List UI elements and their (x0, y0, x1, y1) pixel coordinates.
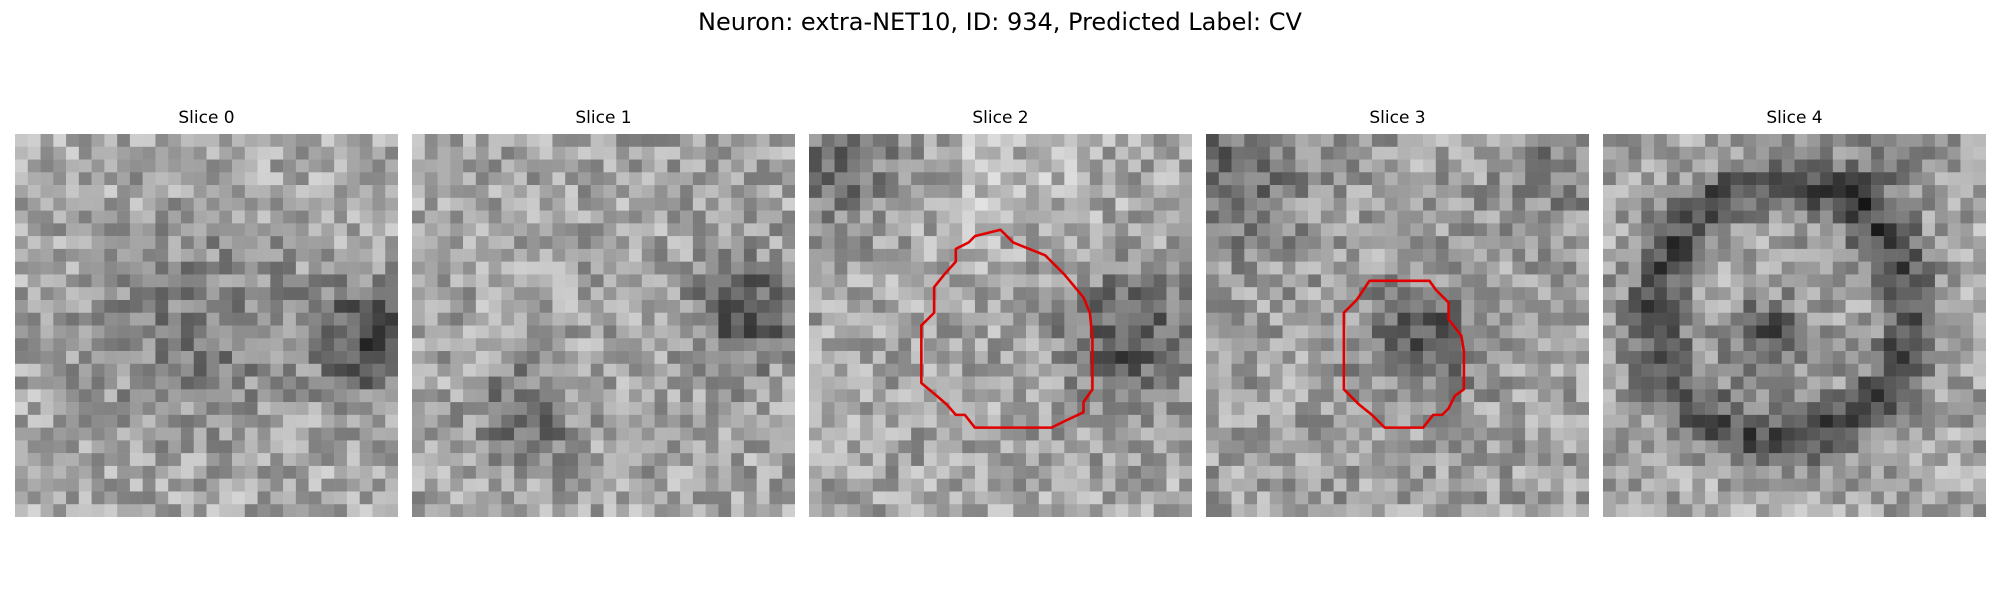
slice-image-2 (809, 134, 1192, 517)
slice-title-1: Slice 1 (575, 108, 632, 128)
slice-image-0 (15, 134, 398, 517)
slice-image-3 (1206, 134, 1589, 517)
slice-image-4 (1603, 134, 1986, 517)
slice-image-1 (412, 134, 795, 517)
figure-title: Neuron: extra-NET10, ID: 934, Predicted … (698, 8, 1302, 36)
slice-title-0: Slice 0 (178, 108, 235, 128)
slice-title-2: Slice 2 (972, 108, 1029, 128)
roi-outline-slice-2 (921, 230, 1092, 428)
slice-title-3: Slice 3 (1369, 108, 1426, 128)
roi-outline-slice-3 (1344, 281, 1464, 428)
slice-title-4: Slice 4 (1766, 108, 1823, 128)
